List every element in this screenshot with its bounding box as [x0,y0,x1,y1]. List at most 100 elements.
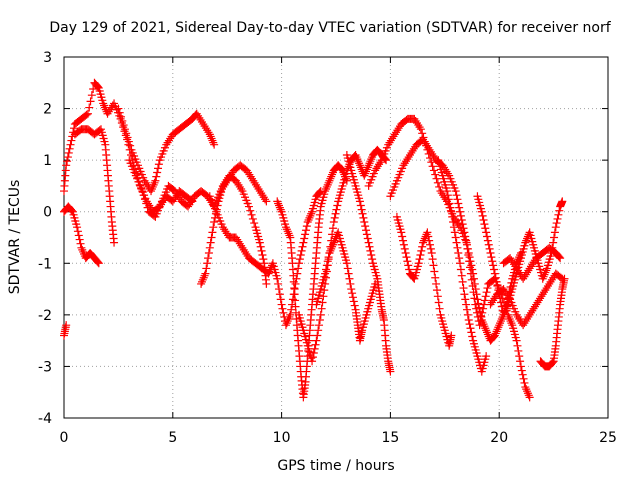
data-point-marker [273,274,282,283]
data-point-marker [364,238,373,247]
data-point-marker [296,251,305,260]
data-point-marker [124,137,133,146]
data-point-marker [499,310,508,319]
data-point-marker [542,266,551,275]
data-point-marker [70,124,79,133]
data-point-marker [418,129,427,138]
data-point-marker [456,259,465,268]
data-point-marker [297,246,306,255]
data-point-marker [367,155,376,164]
data-point-marker [62,321,71,330]
data-point-marker [461,295,470,304]
data-point-marker [274,285,283,294]
data-point-marker [317,304,326,313]
data-point-marker [333,201,342,210]
data-point-marker [309,349,318,358]
data-point-marker [444,195,453,204]
data-point-marker [307,209,316,218]
data-point-marker [468,332,477,341]
data-point-marker [348,289,357,298]
y-tick-label: -2 [38,308,52,324]
series-arc-10 [295,145,391,366]
data-point-marker [83,109,92,118]
data-point-marker [443,169,452,178]
data-point-marker [496,317,505,326]
data-point-marker [197,117,206,126]
data-point-marker [476,311,485,320]
data-point-marker [459,224,468,233]
data-point-marker [365,242,374,251]
data-point-marker [265,267,274,276]
data-point-marker [358,209,367,218]
data-point-marker [542,284,551,293]
data-point-marker [248,214,257,223]
data-point-marker [393,126,402,135]
data-point-marker [523,314,532,323]
data-point-marker [151,176,160,185]
data-point-marker [522,385,531,394]
data-point-marker [513,266,522,275]
data-point-marker [364,161,373,170]
data-point-marker [218,223,227,232]
data-point-marker [550,233,559,242]
data-point-marker [115,108,124,117]
data-point-marker [397,228,406,237]
data-point-marker [203,259,212,268]
data-point-marker [497,314,506,323]
data-point-marker [528,306,537,315]
data-point-marker [394,124,403,133]
data-point-marker [362,226,371,235]
data-point-marker [462,240,471,249]
data-point-marker [462,300,471,309]
data-point-marker [496,298,505,307]
data-point-marker [399,236,408,245]
data-point-marker [481,324,490,333]
data-point-marker [259,255,268,264]
data-point-marker [479,320,488,329]
data-point-marker [300,234,309,243]
x-tick-label: 20 [490,430,508,446]
data-point-marker [478,318,487,327]
data-point-marker [110,238,119,247]
data-point-marker [483,330,492,339]
data-point-marker [241,247,250,256]
series-arc-7 [197,171,271,288]
data-point-marker [540,288,549,297]
data-point-marker [355,159,364,168]
data-point-marker [301,230,310,239]
data-point-marker [209,223,218,232]
data-point-marker [350,301,359,310]
data-point-marker [118,116,127,125]
data-point-marker [416,125,425,134]
data-point-marker [456,207,465,216]
data-point-marker [200,122,209,131]
data-point-marker [507,256,516,265]
data-point-marker [237,241,246,250]
data-point-marker [303,218,312,227]
data-point-marker [323,257,332,266]
data-point-marker [342,259,351,268]
plot-frame [63,56,609,419]
data-point-marker [277,300,286,309]
data-point-marker [284,314,293,323]
data-point-marker [526,308,535,317]
data-point-marker [119,121,128,130]
data-point-marker [487,253,496,262]
data-point-marker [475,303,484,312]
data-point-marker [153,168,162,177]
data-point-marker [460,290,469,299]
data-point-marker [209,138,218,147]
data-point-marker [493,281,502,290]
data-point-marker [94,259,103,268]
data-point-marker [279,308,288,317]
data-point-marker [472,290,481,299]
data-point-marker [533,298,542,307]
data-point-marker [500,308,509,317]
data-point-marker [386,136,395,145]
data-point-marker [483,232,492,241]
y-tick-label: -3 [38,359,52,375]
data-point-marker [467,328,476,337]
data-point-marker [426,240,435,249]
data-point-marker [93,82,102,91]
data-point-marker [546,277,555,286]
